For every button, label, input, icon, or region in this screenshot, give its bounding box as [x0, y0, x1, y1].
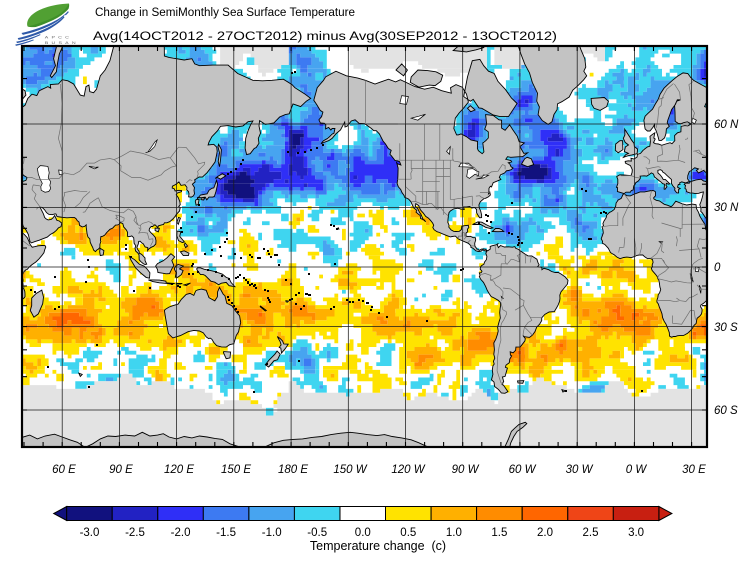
svg-text:Temperature change (c): Temperature change (c) — [310, 539, 446, 553]
svg-text:0: 0 — [714, 262, 721, 274]
svg-text:3.0: 3.0 — [628, 527, 644, 539]
svg-text:APCC: APCC — [45, 35, 72, 39]
svg-text:0.0: 0.0 — [355, 527, 371, 539]
svg-text:-2.0: -2.0 — [171, 527, 191, 539]
svg-text:120 W: 120 W — [391, 464, 425, 476]
svg-text:BUSAN: BUSAN — [45, 41, 79, 45]
svg-text:120 E: 120 E — [164, 464, 194, 476]
svg-text:150 E: 150 E — [221, 464, 251, 476]
svg-text:30 W: 30 W — [566, 464, 594, 476]
svg-text:150 W: 150 W — [333, 464, 367, 476]
svg-text:-1.5: -1.5 — [216, 527, 236, 539]
svg-text:90 W: 90 W — [452, 464, 480, 476]
svg-text:60 E: 60 E — [52, 464, 76, 476]
svg-text:-1.0: -1.0 — [262, 527, 282, 539]
svg-text:90 E: 90 E — [109, 464, 133, 476]
svg-text:-0.5: -0.5 — [307, 527, 327, 539]
svg-text:1.5: 1.5 — [491, 527, 507, 539]
svg-text:Avg(14OCT2012 - 27OCT2012) min: Avg(14OCT2012 - 27OCT2012) minus Avg(30S… — [93, 29, 557, 43]
svg-text:30 N: 30 N — [714, 202, 739, 214]
svg-text:-2.5: -2.5 — [125, 527, 145, 539]
svg-text:60 N: 60 N — [714, 119, 739, 131]
svg-text:2.0: 2.0 — [537, 527, 553, 539]
svg-text:2.5: 2.5 — [583, 527, 599, 539]
svg-text:30 S: 30 S — [714, 322, 738, 334]
svg-text:60 S: 60 S — [714, 405, 738, 417]
svg-text:0 W: 0 W — [626, 464, 648, 476]
svg-text:180 E: 180 E — [278, 464, 308, 476]
svg-text:30 E: 30 E — [682, 464, 706, 476]
svg-text:0.5: 0.5 — [400, 527, 416, 539]
svg-text:1.0: 1.0 — [446, 527, 462, 539]
svg-text:60 W: 60 W — [509, 464, 537, 476]
svg-text:-3.0: -3.0 — [80, 527, 100, 539]
svg-text:Change in SemiMonthly Sea Surf: Change in SemiMonthly Sea Surface Temper… — [95, 5, 355, 19]
